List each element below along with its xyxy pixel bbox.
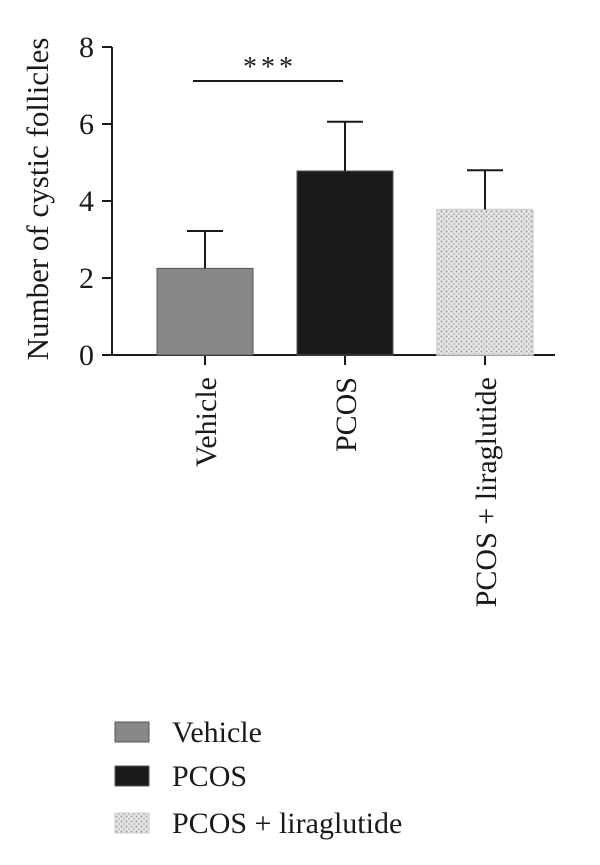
bar-2 <box>296 170 394 356</box>
bar-1 <box>156 267 254 356</box>
y-tick-label: 8 <box>79 31 94 64</box>
bars <box>156 120 534 356</box>
legend-swatch-3 <box>114 812 150 834</box>
x-category-label: Vehicle <box>190 377 223 467</box>
legend-swatch-1 <box>114 721 150 743</box>
legend-swatch-2 <box>114 765 150 787</box>
x-category-label: PCOS + liraglutide <box>470 377 503 607</box>
y-tick-label: 4 <box>79 185 94 218</box>
labels: 0 2 4 6 8 Number of cystic follicles Vehicle PC… <box>20 31 503 607</box>
legend-label-2: PCOS <box>172 760 247 793</box>
significance-label: *** <box>243 52 297 83</box>
y-tick-label: 0 <box>79 339 94 372</box>
x-category-label: PCOS <box>330 377 363 452</box>
bar-3 <box>436 208 534 356</box>
legend-label-3: PCOS + liraglutide <box>172 807 402 840</box>
legend: Vehicle PCOS PCOS + liraglutide <box>114 716 402 840</box>
y-axis-title: Number of cystic follicles <box>20 38 55 361</box>
legend-label-1: Vehicle <box>172 716 262 749</box>
y-tick-label: 2 <box>79 262 94 295</box>
y-tick-label: 6 <box>79 108 94 141</box>
